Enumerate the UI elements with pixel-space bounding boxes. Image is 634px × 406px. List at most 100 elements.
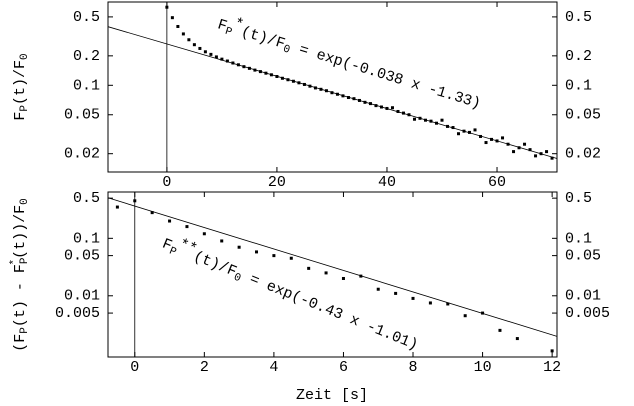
- data-point: [302, 82, 306, 86]
- data-point: [498, 328, 502, 332]
- y-tick-label: 0.01: [64, 288, 100, 305]
- plot-frame: [107, 1, 558, 173]
- data-point: [291, 79, 295, 83]
- y-axis-label: FP(t)/F0: [12, 53, 31, 120]
- data-point: [550, 156, 554, 160]
- data-point: [341, 276, 345, 280]
- y-tick-label: 0.5: [73, 9, 100, 26]
- data-point: [352, 97, 356, 101]
- data-point: [396, 109, 400, 113]
- data-point: [451, 126, 455, 130]
- data-point: [363, 100, 367, 104]
- data-point: [411, 296, 415, 300]
- data-point: [512, 150, 516, 154]
- y-tick-label: 0.1: [565, 77, 592, 94]
- data-point: [198, 46, 202, 50]
- y-tick-label: 0.5: [565, 190, 592, 207]
- y-tick-label: 0.05: [64, 248, 100, 265]
- data-point: [341, 94, 345, 98]
- data-point: [550, 349, 554, 353]
- data-point: [307, 266, 311, 270]
- y-tick-label: 0.1: [565, 230, 592, 247]
- data-point: [192, 43, 196, 47]
- y-tick-label: 0.02: [64, 146, 100, 163]
- data-point: [429, 119, 433, 123]
- data-point: [457, 132, 461, 136]
- data-point: [297, 81, 301, 85]
- data-point: [374, 104, 378, 108]
- data-point: [247, 66, 251, 70]
- y-tick-label: 0.5: [565, 9, 592, 26]
- x-axis-label: Zeit [s]: [296, 387, 368, 404]
- data-point: [528, 148, 532, 152]
- data-point: [534, 154, 538, 158]
- data-point: [150, 211, 154, 215]
- y-tick-label: 0.1: [73, 230, 100, 247]
- y-tick-label: 0.005: [565, 305, 610, 322]
- data-point: [434, 121, 438, 125]
- y-tick-label: 0.2: [73, 48, 100, 65]
- data-point: [237, 245, 241, 249]
- data-point: [185, 225, 189, 229]
- data-point: [335, 92, 339, 96]
- x-tick-label: 4: [269, 359, 278, 376]
- data-point: [463, 314, 467, 318]
- plot-frame: [107, 191, 558, 358]
- data-point: [313, 86, 317, 90]
- data-point: [368, 102, 372, 106]
- data-point: [495, 139, 499, 143]
- x-tick-label: 2: [200, 359, 209, 376]
- data-point: [115, 205, 119, 209]
- data-point: [385, 106, 389, 110]
- data-point: [468, 130, 472, 134]
- data-point: [481, 311, 485, 315]
- data-point: [236, 63, 240, 67]
- x-tick-label: 0: [130, 359, 139, 376]
- fit-annotation: FP**(t)/F0 = exp(-0.43 x -1.01): [159, 230, 423, 356]
- data-point: [225, 59, 229, 63]
- data-point: [330, 91, 334, 95]
- data-point: [324, 271, 328, 275]
- data-point: [401, 111, 405, 115]
- y-tick-label: 0.01: [565, 288, 601, 305]
- data-point: [346, 96, 350, 100]
- data-point: [428, 301, 432, 305]
- y-tick-label: 0.2: [565, 48, 592, 65]
- data-point: [165, 5, 169, 9]
- data-point: [176, 24, 180, 28]
- y-tick-label: 0.05: [64, 107, 100, 124]
- data-point: [407, 113, 411, 117]
- data-point: [479, 134, 483, 138]
- data-point: [202, 232, 206, 236]
- data-point: [280, 76, 284, 80]
- y-tick-label: 0.02: [565, 146, 601, 163]
- data-point: [418, 116, 422, 120]
- y-tick-label: 0.05: [565, 107, 601, 124]
- data-point: [412, 117, 416, 121]
- data-point: [269, 73, 273, 77]
- data-point: [181, 32, 185, 36]
- x-tick-label: 6: [339, 359, 348, 376]
- data-point: [187, 38, 191, 42]
- data-point: [324, 89, 328, 93]
- data-point: [376, 287, 380, 291]
- data-point: [242, 65, 246, 69]
- data-point: [319, 87, 323, 91]
- data-point: [258, 70, 262, 74]
- data-point: [170, 16, 174, 20]
- data-point: [133, 199, 137, 203]
- data-point: [203, 50, 207, 54]
- data-point: [390, 106, 394, 110]
- y-tick-label: 0.05: [565, 248, 601, 265]
- x-tick-label: 40: [378, 174, 396, 191]
- data-point: [359, 274, 363, 278]
- y-axis-label: (FP(t) - FP*(t))/F0: [9, 198, 31, 351]
- data-point: [462, 129, 466, 133]
- data-point: [446, 124, 450, 128]
- x-tick-label: 10: [474, 359, 492, 376]
- data-point: [264, 71, 268, 75]
- data-point: [231, 61, 235, 65]
- data-point: [446, 302, 450, 306]
- data-point: [357, 98, 361, 102]
- data-point: [501, 136, 505, 140]
